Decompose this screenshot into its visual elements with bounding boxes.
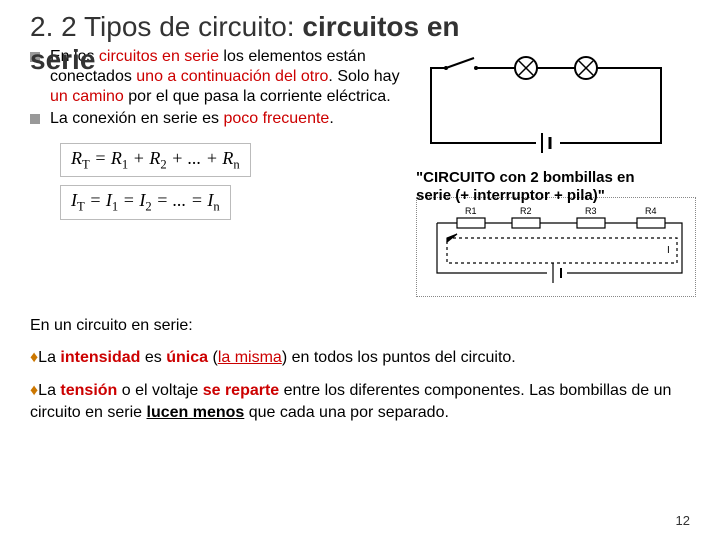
page-number: 12 bbox=[676, 513, 690, 528]
formula-rt: RT = R1 + R2 + ... + Rn bbox=[60, 143, 251, 178]
r4-label: R4 bbox=[645, 206, 657, 216]
bottom-point-2: ♦La tensión o el voltaje se reparte entr… bbox=[30, 380, 690, 425]
content-row: En los circuitos en serie los elementos … bbox=[30, 47, 690, 297]
r2-label: R2 bbox=[520, 206, 532, 216]
i-label: I bbox=[667, 245, 670, 256]
bullet-marker-icon bbox=[30, 114, 40, 124]
bullet-item-2: La conexión en serie es poco frecuente. bbox=[30, 109, 400, 129]
left-column: En los circuitos en serie los elementos … bbox=[30, 47, 400, 297]
r3-label: R3 bbox=[585, 206, 597, 216]
formula-block: RT = R1 + R2 + ... + Rn IT = I1 = I2 = .… bbox=[60, 143, 400, 228]
r1-label: R1 bbox=[465, 206, 477, 216]
diamond-icon: ♦ bbox=[30, 349, 38, 366]
circuit-diagram-1 bbox=[416, 53, 676, 163]
circuit-diagram-2: R1 R2 R3 R4 I bbox=[416, 197, 696, 297]
bullet-text-2: La conexión en serie es poco frecuente. bbox=[50, 109, 334, 129]
title-light: Tipos de circuito: bbox=[84, 11, 302, 42]
bottom-intro: En un circuito en serie: bbox=[30, 315, 690, 337]
diamond-icon: ♦ bbox=[30, 382, 38, 399]
title-bold-1: circuitos en bbox=[302, 11, 459, 42]
right-column: "CIRCUITO con 2 bombillas en serie (+ in… bbox=[416, 47, 686, 297]
bottom-point-1: ♦La intensidad es única (la misma) en to… bbox=[30, 347, 690, 369]
bottom-text-block: En un circuito en serie: ♦La intensidad … bbox=[30, 315, 690, 425]
formula-it: IT = I1 = I2 = ... = In bbox=[60, 185, 231, 220]
bullet-text-1: En los circuitos en serie los elementos … bbox=[50, 47, 400, 107]
slide-title: 2. 2 Tipos de circuito: circuitos en bbox=[30, 12, 690, 43]
title-prefix: 2. 2 bbox=[30, 11, 84, 42]
title-overlay-serie: serie bbox=[30, 44, 95, 76]
